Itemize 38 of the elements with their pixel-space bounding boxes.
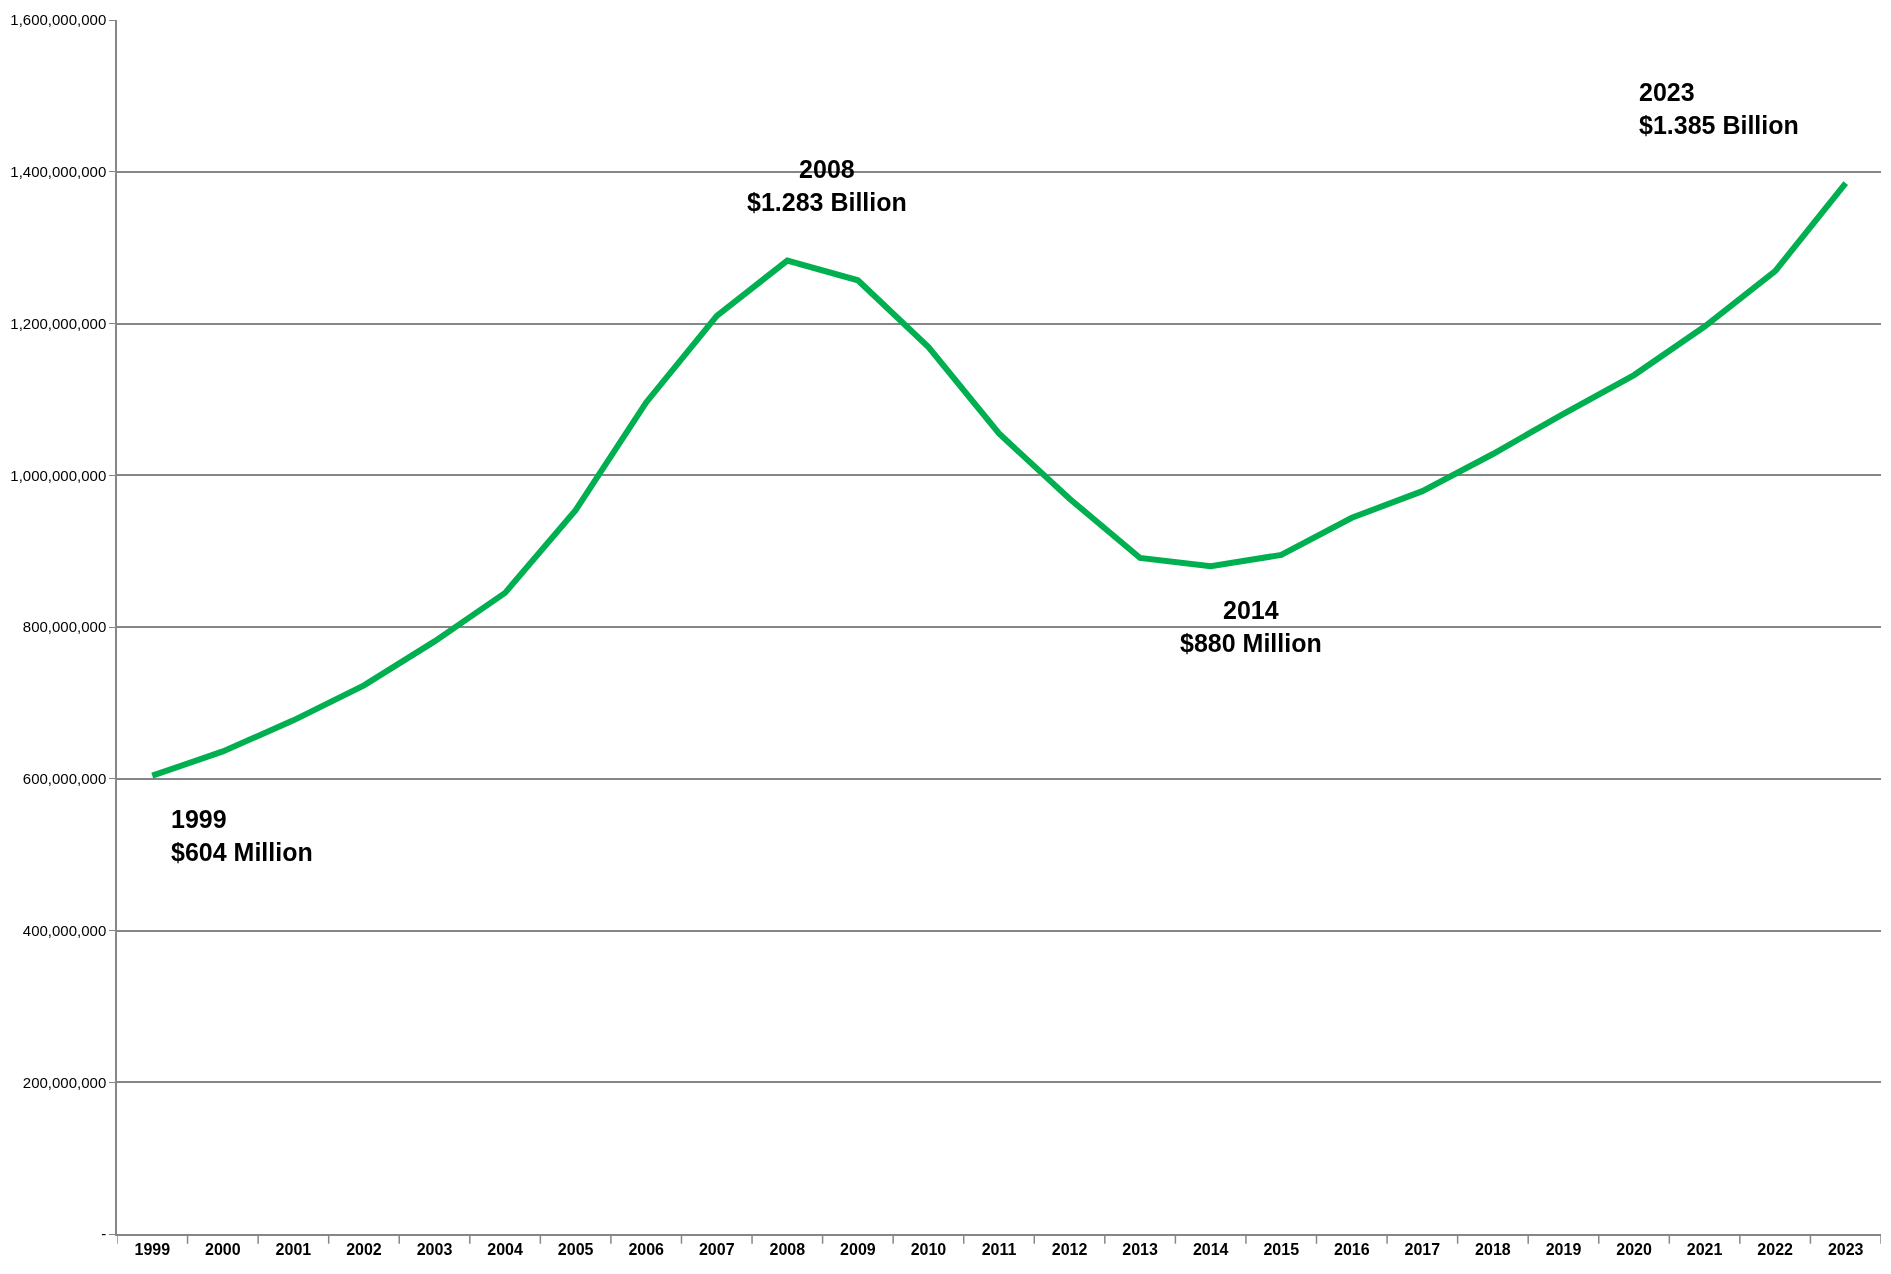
- x-tick-label: 2022: [1757, 1240, 1794, 1258]
- annotation: 2014 $880 Million: [1180, 596, 1322, 657]
- x-tick-label: 2010: [910, 1240, 947, 1258]
- x-tick-label: 2011: [981, 1240, 1017, 1258]
- x-tick-label: 2004: [487, 1240, 523, 1258]
- x-tick-label: 2013: [1122, 1240, 1159, 1258]
- x-tick-label: 2001: [275, 1240, 312, 1258]
- x-tick-label: 2003: [416, 1240, 453, 1258]
- y-tick-label: 1,600,000,000: [10, 11, 107, 29]
- x-tick-label: 2005: [557, 1240, 594, 1258]
- y-tick-label: 400,000,000: [22, 921, 107, 939]
- x-tick-label: 2012: [1051, 1240, 1088, 1258]
- y-tick-label: 200,000,000: [22, 1073, 107, 1091]
- x-tick-label: 2021: [1686, 1240, 1723, 1258]
- x-tick-label: 2008: [769, 1240, 806, 1258]
- x-tick-label: 2018: [1475, 1240, 1511, 1258]
- annotation: 1999 $604 Million: [171, 805, 313, 866]
- x-tick-label: 2007: [698, 1240, 735, 1258]
- y-tick-label: 1,400,000,000: [10, 163, 107, 180]
- x-tick-label: 2006: [628, 1240, 665, 1258]
- x-tick-label: 1999: [134, 1240, 171, 1258]
- x-tick-label: 2016: [1334, 1240, 1370, 1258]
- annotation: 2008 $1.283 Billion: [747, 155, 907, 216]
- x-tick-label: 2014: [1192, 1240, 1229, 1258]
- y-tick-label: 800,000,000: [22, 618, 107, 636]
- x-tick-label: 2015: [1263, 1240, 1300, 1258]
- x-tick-label: 2023: [1827, 1240, 1864, 1258]
- annotation: 2023 $1.385 Billion: [1639, 78, 1799, 139]
- x-tick-label: 2020: [1616, 1240, 1652, 1258]
- y-tick-label: 600,000,000: [22, 770, 107, 787]
- y-tick-label: 1,200,000,000: [10, 314, 107, 332]
- x-tick-label: 2019: [1545, 1240, 1582, 1258]
- x-tick-label: 2017: [1404, 1240, 1441, 1258]
- x-tick-label: 2009: [840, 1240, 876, 1258]
- x-tick-label: 2000: [205, 1240, 241, 1258]
- y-tick-label: 1,000,000,000: [10, 466, 107, 484]
- x-tick-label: 2002: [346, 1240, 382, 1258]
- y-tick-label: -: [101, 1225, 107, 1243]
